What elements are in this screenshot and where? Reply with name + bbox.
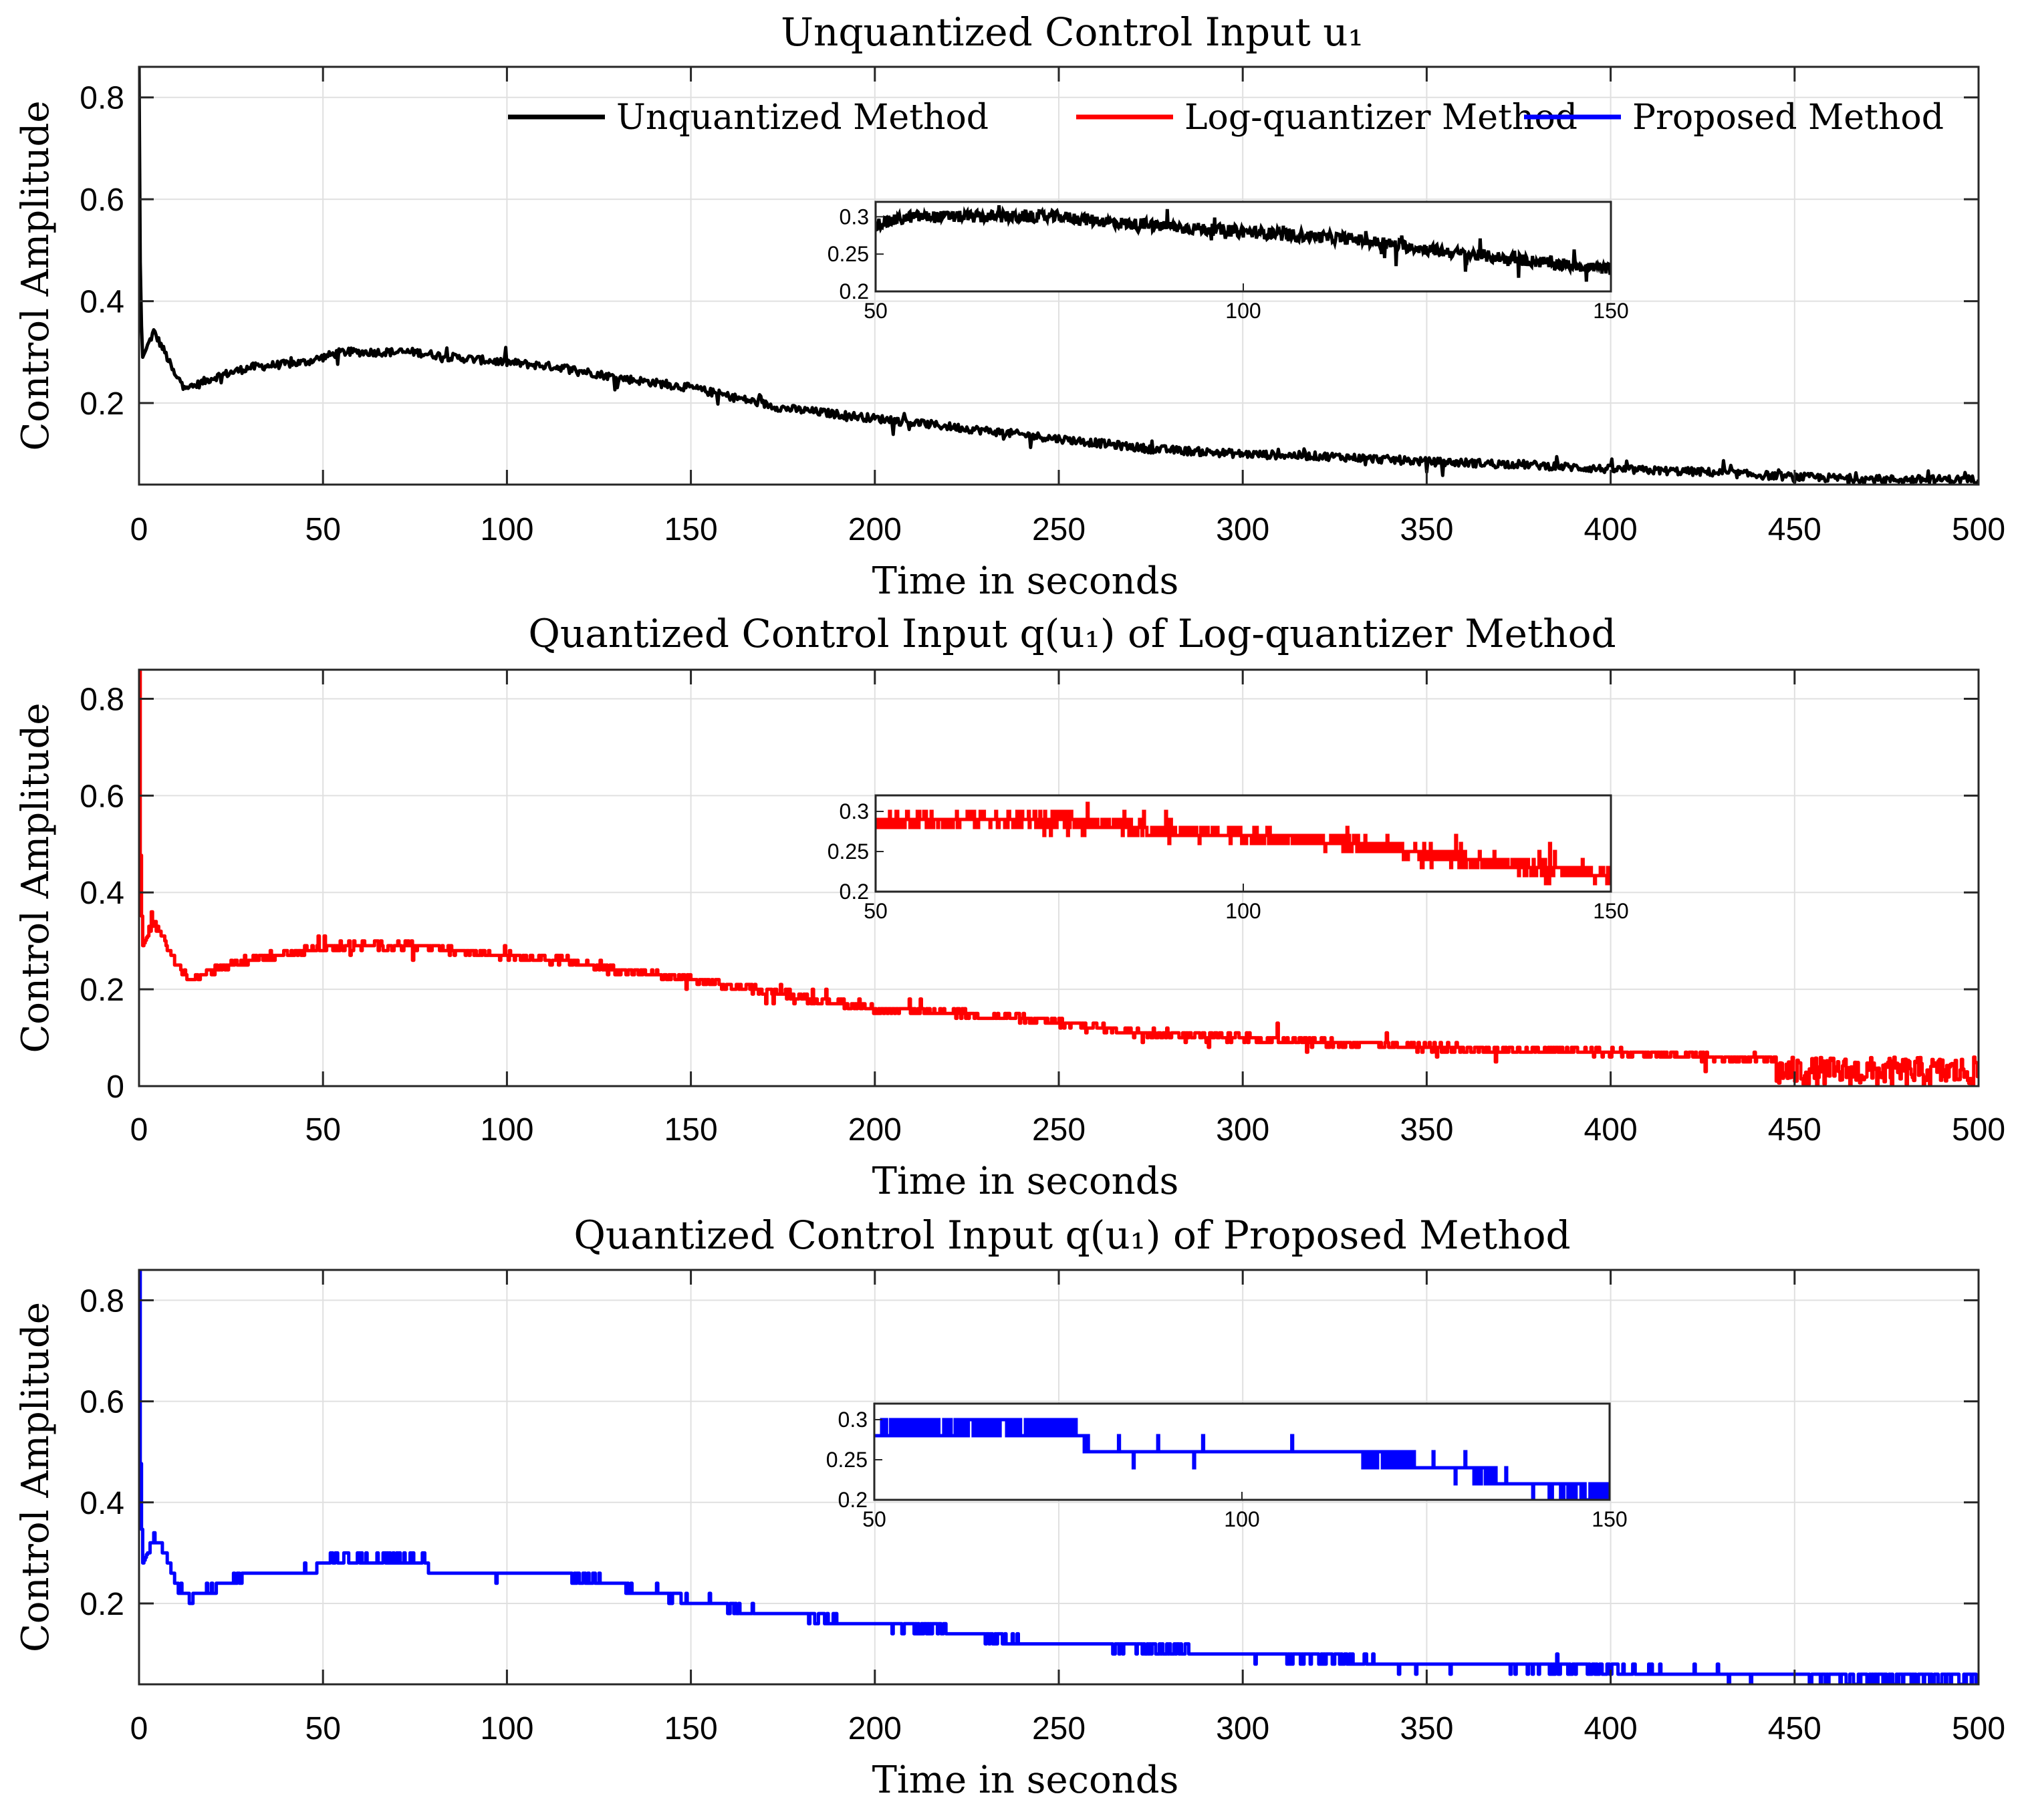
x-tick-label: 400: [1584, 1711, 1638, 1746]
x-tick-label: 400: [1584, 512, 1638, 547]
inset-x-tick-label: 150: [1592, 1507, 1627, 1531]
inset-zoom-axes: 50 100 150 0.2 0.25 0.3: [828, 794, 1629, 923]
inset-y-tick-label: 0.2: [840, 279, 869, 303]
chart-title: Quantized Control Input q(u₁) of Log-qua…: [528, 611, 1616, 656]
x-axis-label: Time in seconds: [872, 1160, 1179, 1203]
y-axis-label: Control Amplitude: [14, 702, 57, 1053]
x-tick-label: 100: [480, 1711, 533, 1746]
y-tick-label: 0.8: [80, 1283, 124, 1319]
x-tick-label: 200: [848, 1711, 902, 1746]
inset-y-tick-label: 0.25: [826, 1448, 868, 1472]
inset-y-tick-label: 0.25: [828, 242, 869, 266]
x-tick-label: 0: [130, 1711, 148, 1746]
x-tick-label: 400: [1584, 1112, 1638, 1148]
inset-y-tick-label: 0.3: [840, 205, 869, 229]
inset-series-line: [876, 801, 1611, 886]
x-tick-label: 100: [480, 1112, 533, 1148]
x-tick-label: 50: [305, 512, 341, 547]
legend-label: Log-quantizer Method: [1184, 98, 1577, 138]
chart-panel-3: 0 50 100 150 200 250 300 350 400 450 500 0.2 0.4 0.6 0…: [14, 1212, 2005, 1802]
x-tick-label: 150: [664, 512, 718, 547]
x-tick-label: 350: [1400, 1112, 1453, 1148]
inset-x-tick-label: 100: [1225, 899, 1261, 923]
x-tick-label: 450: [1768, 512, 1821, 547]
y-tick-label: 0.4: [80, 1486, 124, 1521]
y-tick-label: 0.8: [80, 682, 124, 717]
inset-y-tick-label: 0.2: [838, 1488, 868, 1512]
chart-panel-2: 0 50 100 150 200 250 300 350 400 450 500 0 0.2 0.4 0.6…: [14, 611, 2005, 1203]
y-tick-label: 0: [106, 1069, 124, 1105]
legend-label: Unquantized Method: [616, 98, 989, 138]
x-axis-label: Time in seconds: [872, 1759, 1179, 1802]
inset-x-tick-label: 50: [862, 1507, 886, 1531]
x-tick-label: 200: [848, 1112, 902, 1148]
x-tick-label: 50: [305, 1112, 341, 1148]
x-tick-label: 500: [1952, 512, 2005, 547]
x-tick-label: 250: [1032, 1112, 1086, 1148]
y-tick-label: 0.6: [80, 1385, 124, 1420]
inset-x-tick-label: 50: [864, 899, 888, 923]
x-tick-label: 350: [1400, 1711, 1453, 1746]
x-tick-label: 250: [1032, 512, 1086, 547]
x-tick-label: 100: [480, 512, 533, 547]
x-tick-label: 500: [1952, 1711, 2005, 1746]
x-tick-label: 0: [130, 512, 148, 547]
inset-y-tick-label: 0.3: [840, 799, 869, 823]
x-tick-label: 450: [1768, 1112, 1821, 1148]
inset-zoom-axes: 50 100 150 0.2 0.25 0.3: [828, 201, 1629, 323]
inset-series-line: [874, 1418, 1610, 1500]
x-tick-label: 500: [1952, 1112, 2005, 1148]
inset-y-tick-label: 0.2: [840, 880, 869, 904]
y-tick-label: 0.2: [80, 972, 124, 1008]
chart-panel-1: 0 50 100 150 200 250 300 350 400 450 500 0.2 0.4 0.6 0…: [14, 9, 2005, 603]
x-tick-label: 0: [130, 1112, 148, 1148]
x-tick-label: 200: [848, 512, 902, 547]
x-tick-label: 300: [1216, 512, 1269, 547]
x-tick-label: 50: [305, 1711, 341, 1746]
y-tick-label: 0.4: [80, 876, 124, 911]
inset-x-tick-label: 150: [1593, 899, 1628, 923]
inset-y-tick-label: 0.25: [828, 839, 869, 864]
y-tick-label: 0.2: [80, 386, 124, 422]
chart-title: Unquantized Control Input u₁: [781, 9, 1364, 55]
inset-x-tick-label: 100: [1224, 1507, 1259, 1531]
series-line-unquantized-method: [139, 67, 1979, 485]
series-line-proposed-method: [139, 1270, 1979, 1684]
legend: Unquantized Method Log-quantizer Method Pr…: [508, 98, 1944, 138]
inset-x-tick-label: 100: [1225, 299, 1261, 323]
inset-x-tick-label: 50: [864, 299, 888, 323]
y-tick-label: 0.2: [80, 1587, 124, 1622]
x-axis-label: Time in seconds: [872, 559, 1179, 603]
y-tick-label: 0.8: [80, 81, 124, 116]
x-tick-label: 450: [1768, 1711, 1821, 1746]
x-tick-label: 300: [1216, 1711, 1269, 1746]
y-tick-label: 0.6: [80, 779, 124, 814]
x-tick-label: 300: [1216, 1112, 1269, 1148]
series-line-log-quantizer-method: [139, 670, 1979, 1086]
chart-title: Quantized Control Input q(u₁) of Propose…: [574, 1212, 1570, 1258]
y-tick-label: 0.6: [80, 182, 124, 218]
y-axis-label: Control Amplitude: [14, 1302, 57, 1652]
y-axis-label: Control Amplitude: [14, 100, 57, 450]
x-tick-label: 150: [664, 1711, 718, 1746]
inset-y-tick-label: 0.3: [838, 1408, 868, 1432]
inset-x-tick-label: 150: [1593, 299, 1628, 323]
y-tick-label: 0.4: [80, 285, 124, 320]
x-tick-label: 150: [664, 1112, 718, 1148]
legend-label: Proposed Method: [1632, 98, 1944, 138]
inset-series-line: [876, 205, 1611, 282]
x-tick-label: 350: [1400, 512, 1453, 547]
inset-zoom-axes: 50 100 150 0.2 0.25 0.3: [826, 1402, 1628, 1531]
x-tick-label: 250: [1032, 1711, 1086, 1746]
